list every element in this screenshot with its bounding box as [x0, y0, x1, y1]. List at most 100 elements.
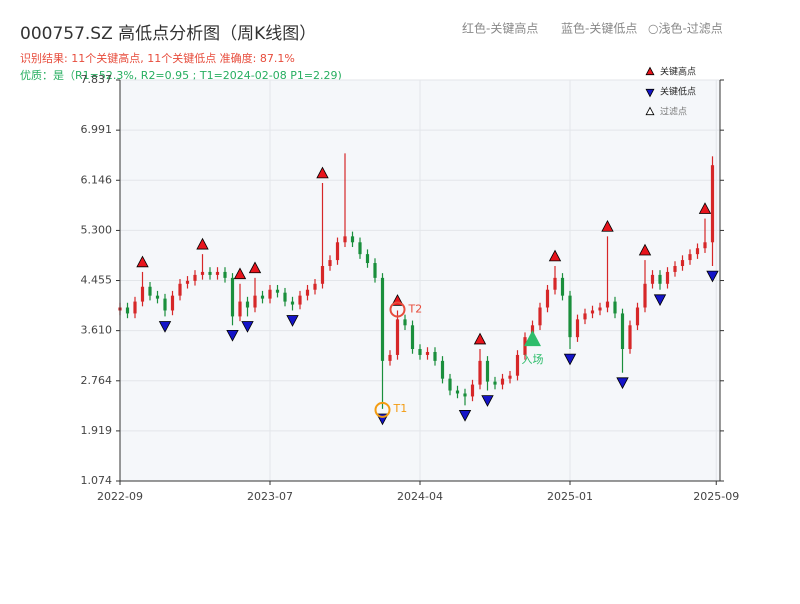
- x-tick-label: 2024-04: [397, 490, 443, 503]
- key-point: [241, 321, 254, 333]
- candle-body: [448, 378, 452, 391]
- entry-label: 入场: [522, 352, 544, 366]
- annotation-label: T2: [408, 302, 423, 315]
- candle-body: [680, 260, 685, 267]
- candle-body: [290, 301, 295, 305]
- y-tick-label: 7.837: [81, 73, 113, 86]
- header-legend: ○浅色-过滤点: [648, 22, 723, 36]
- candle-body: [380, 277, 385, 361]
- candle-body: [185, 280, 190, 284]
- y-tick-label: 3.610: [81, 324, 113, 337]
- key-point: [706, 270, 719, 283]
- candle-body: [508, 375, 512, 379]
- candle-body: [133, 301, 137, 314]
- subtitle: 识别结果: 11个关键高点, 11个关键低点 准确度: 87.1%: [20, 51, 295, 65]
- candle-body: [373, 263, 377, 278]
- candle-body: [403, 319, 407, 326]
- candle-body: [545, 289, 550, 308]
- candle-body: [613, 301, 617, 314]
- candle-body: [433, 351, 437, 361]
- candle-body: [328, 260, 332, 267]
- key-point: [698, 202, 712, 214]
- candle-body: [643, 283, 647, 308]
- key-point: [226, 329, 239, 342]
- key-point: [638, 243, 652, 256]
- annotation-ring: [389, 301, 406, 318]
- candle-body: [568, 295, 572, 338]
- entry-marker: [524, 330, 541, 347]
- key-point: [481, 395, 494, 407]
- candle-body: [515, 354, 520, 376]
- marks: T1 T2 入场: [118, 153, 719, 426]
- y-tick-label: 5.300: [81, 223, 113, 236]
- candle-body: [245, 301, 250, 308]
- candle-body: [313, 283, 317, 290]
- candle-body: [463, 393, 467, 397]
- candle-body: [470, 384, 475, 397]
- legend-label: 关键高点: [660, 66, 696, 78]
- candle-body: [200, 271, 205, 275]
- candle-body: [155, 295, 160, 299]
- candle-body: [425, 351, 430, 355]
- candle-body: [125, 307, 130, 314]
- y-tick-label: 1.074: [81, 474, 113, 487]
- header-legend: 红色-关键高点: [462, 21, 538, 36]
- candle-body: [605, 301, 610, 308]
- legend-marker: [645, 106, 655, 116]
- chart-title: 000757.SZ 高低点分析图（周K线图）: [20, 24, 316, 44]
- candle-body: [343, 236, 347, 243]
- candle-body: [275, 289, 280, 293]
- key-point: [473, 332, 487, 345]
- key-point: [616, 377, 629, 390]
- x-tick-label: 2022-09: [97, 490, 143, 503]
- candle-body: [635, 307, 640, 326]
- candle-body: [238, 301, 242, 317]
- candle-body: [493, 381, 497, 385]
- candle-body: [215, 271, 220, 275]
- candle-body: [598, 307, 602, 311]
- key-point: [158, 321, 172, 333]
- candle-body: [478, 360, 482, 385]
- key-point: [548, 249, 562, 262]
- key-point: [653, 294, 667, 307]
- legend-marker: [645, 66, 655, 76]
- candle-body: [658, 274, 662, 284]
- candle-body: [703, 242, 707, 249]
- candle-body: [395, 319, 400, 355]
- candle-body: [253, 295, 257, 308]
- candle-body: [305, 289, 310, 296]
- candle-body: [650, 274, 655, 284]
- candle-body: [283, 292, 287, 302]
- candle-body: [440, 360, 445, 379]
- x-tick-label: 2023-07: [247, 490, 293, 503]
- candle-body: [455, 390, 460, 394]
- candle-body: [553, 277, 557, 290]
- annotation-label: T1: [393, 402, 408, 415]
- candle-body: [365, 254, 370, 264]
- candle-body: [230, 277, 235, 317]
- key-point: [248, 261, 262, 274]
- y-tick-label: 6.991: [81, 123, 113, 136]
- candle-body: [620, 313, 625, 350]
- header-legend: 蓝色-关键低点: [561, 22, 637, 36]
- legend-marker: [645, 88, 655, 98]
- key-point: [601, 220, 614, 232]
- annotation-ring: [374, 401, 391, 418]
- candle-body: [628, 325, 632, 350]
- y-tick-label: 1.919: [81, 424, 113, 437]
- key-point: [316, 166, 329, 179]
- candle-body: [710, 165, 715, 243]
- y-tick-label: 6.146: [81, 173, 113, 186]
- candle-body: [163, 298, 167, 311]
- x-tick-label: 2025-01: [547, 490, 593, 503]
- candle-body: [695, 248, 700, 255]
- key-point: [136, 255, 149, 268]
- candle-body: [388, 354, 392, 361]
- x-tick-label: 2025-09: [693, 490, 739, 503]
- quality-note: 优质：是（R1=52.3%, R2=0.95 ; T1=2024-02-08 P…: [20, 69, 342, 82]
- legend-label: 过滤点: [660, 106, 687, 118]
- candle-body: [148, 286, 152, 296]
